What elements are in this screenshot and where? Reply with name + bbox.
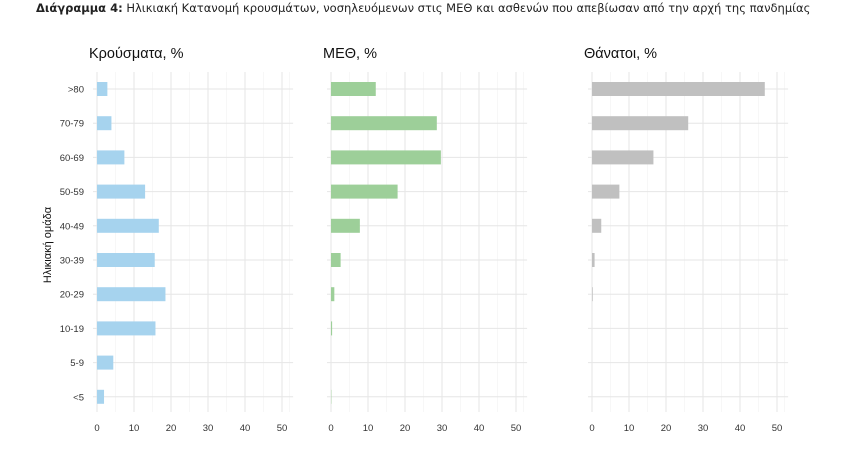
bar->80 <box>592 82 765 96</box>
panel-2: 0 10 20 30 40 50 ΜΕΘ, % <box>323 46 528 434</box>
x-tick-label: 50 <box>277 423 288 434</box>
bar-10-19 <box>97 321 156 336</box>
chart-panels: 0 10 20 30 40 50 Κρούσματα, % 0 10 20 30 40 50 ΜΕΘ, %… <box>60 46 789 434</box>
y-axis-title: Ηλικιακή ομάδα <box>42 206 54 283</box>
x-tick-label: 40 <box>735 423 746 434</box>
bar-30-39 <box>592 253 595 267</box>
y-tick-label: 70-79 <box>60 119 84 130</box>
bar-30-39 <box>331 253 341 267</box>
bar-60-69 <box>331 150 441 165</box>
y-tick-label: 5-9 <box>70 358 84 369</box>
bar-20-29 <box>592 287 593 302</box>
x-tick-label: 20 <box>661 423 672 434</box>
panel-title: Θάνατοι, % <box>584 46 657 62</box>
x-tick-label: 0 <box>328 423 333 434</box>
x-tick-label: 40 <box>474 423 485 434</box>
x-tick-label: 50 <box>511 423 522 434</box>
panel-1: 0 10 20 30 40 50 Κρούσματα, % <box>89 46 294 434</box>
x-tick-label: 30 <box>698 423 709 434</box>
x-tick-label: 0 <box>94 423 99 434</box>
x-tick-label: 10 <box>363 423 374 434</box>
caption-text: Ηλικιακή Κατανομή κρουσμάτων, νοσηλευόμε… <box>126 1 811 15</box>
y-tick-label: 10-19 <box>60 324 84 335</box>
bar-<5 <box>97 389 105 404</box>
y-axis-title-group: Ηλικιακή ομάδα <box>42 206 54 283</box>
x-tick-label: 40 <box>240 423 251 434</box>
y-tick-label: <5 <box>73 392 84 403</box>
bar-30-39 <box>97 253 155 267</box>
y-tick-label: 30-39 <box>60 256 84 267</box>
y-tick-label: 40-49 <box>60 221 84 232</box>
x-tick-label: 10 <box>129 423 140 434</box>
bar-40-49 <box>331 218 360 233</box>
bar-60-69 <box>592 150 654 165</box>
x-tick-label: 20 <box>166 423 177 434</box>
bar-70-79 <box>592 116 689 131</box>
y-tick-label: 50-59 <box>60 187 84 198</box>
bar->80 <box>331 82 376 96</box>
panel-3: 0 10 20 30 40 50 Θάνατοι, % <box>584 46 789 434</box>
bar-20-29 <box>331 287 335 302</box>
panel-title: Κρούσματα, % <box>89 46 184 62</box>
bar-40-49 <box>97 218 159 233</box>
bar-40-49 <box>592 218 602 233</box>
bar-5-9 <box>97 355 114 370</box>
x-tick-label: 10 <box>624 423 635 434</box>
bar-60-69 <box>97 150 125 165</box>
bar-20-29 <box>97 287 166 302</box>
bar-70-79 <box>331 116 437 131</box>
bar->80 <box>97 82 108 96</box>
x-tick-label: 50 <box>772 423 783 434</box>
x-tick-label: 30 <box>437 423 448 434</box>
y-tick-label: 60-69 <box>60 153 84 164</box>
x-tick-label: 30 <box>203 423 214 434</box>
x-tick-label: 20 <box>400 423 411 434</box>
caption-label: Διάγραμμα 4: <box>36 1 123 15</box>
y-tick-label: 20-29 <box>60 290 84 301</box>
chart-caption: Διάγραμμα 4: Ηλικιακή Κατανομή κρουσμάτω… <box>36 1 810 15</box>
panel-title: ΜΕΘ, % <box>323 46 377 62</box>
bar-50-59 <box>592 184 620 199</box>
y-tick-label: >80 <box>68 85 84 96</box>
bar-70-79 <box>97 116 112 131</box>
x-tick-label: 0 <box>589 423 594 434</box>
bar-10-19 <box>331 321 333 336</box>
bar-50-59 <box>97 184 146 199</box>
bar-50-59 <box>331 184 398 199</box>
